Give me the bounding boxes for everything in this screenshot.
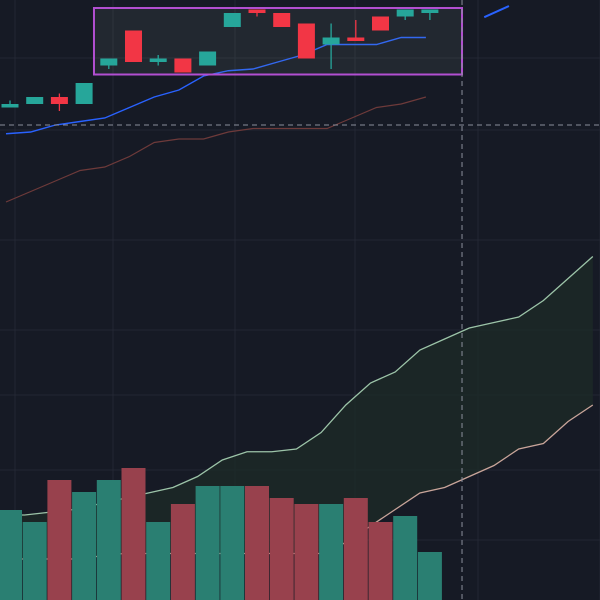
candle-body-10 — [248, 9, 266, 13]
volume-bar-13 — [319, 504, 344, 600]
volume-bar-12 — [294, 504, 319, 600]
candle-body-4 — [100, 58, 118, 66]
volume-bar-16 — [393, 516, 418, 600]
volume-bar-5 — [121, 468, 146, 600]
volume-bar-2 — [47, 480, 72, 600]
candle-body-7 — [174, 58, 192, 73]
volume-bar-1 — [22, 522, 47, 600]
band-fill — [0, 256, 593, 559]
volume-bar-4 — [96, 480, 121, 600]
ema-slow-line — [5, 96, 427, 203]
volume-bar-17 — [417, 552, 442, 600]
volume-bar-9 — [220, 486, 245, 600]
candle-body-12 — [297, 23, 315, 59]
volume-bar-15 — [368, 522, 393, 600]
candle-body-3 — [75, 83, 93, 104]
candle-body-11 — [273, 13, 291, 27]
volume-bar-11 — [269, 498, 294, 600]
volume-bar-8 — [195, 486, 220, 600]
candle-body-17 — [421, 9, 439, 13]
candle-body-14 — [347, 37, 365, 41]
candle-body-0 — [1, 104, 19, 108]
candle-body-15 — [372, 16, 389, 31]
candle-body-9 — [223, 13, 241, 27]
candle-body-8 — [199, 51, 217, 66]
candle-body-16 — [396, 9, 414, 17]
ema-layer — [5, 5, 510, 203]
volume-bar-10 — [245, 486, 269, 600]
volume-bar-3 — [72, 492, 97, 600]
volume-bar-0 — [0, 510, 22, 600]
ema-fast-line-extension — [483, 5, 510, 19]
volume-bar-7 — [170, 504, 195, 600]
candles-layer — [1, 9, 439, 111]
ema-fast-line — [5, 36, 426, 135]
volume-bar-14 — [343, 498, 368, 600]
volume-bar-6 — [146, 522, 171, 600]
candle-body-5 — [125, 30, 142, 62]
candle-body-6 — [149, 58, 167, 62]
candle-body-2 — [50, 97, 68, 104]
candle-body-1 — [26, 97, 44, 104]
volume-layer — [0, 468, 442, 600]
candle-body-13 — [322, 37, 340, 45]
